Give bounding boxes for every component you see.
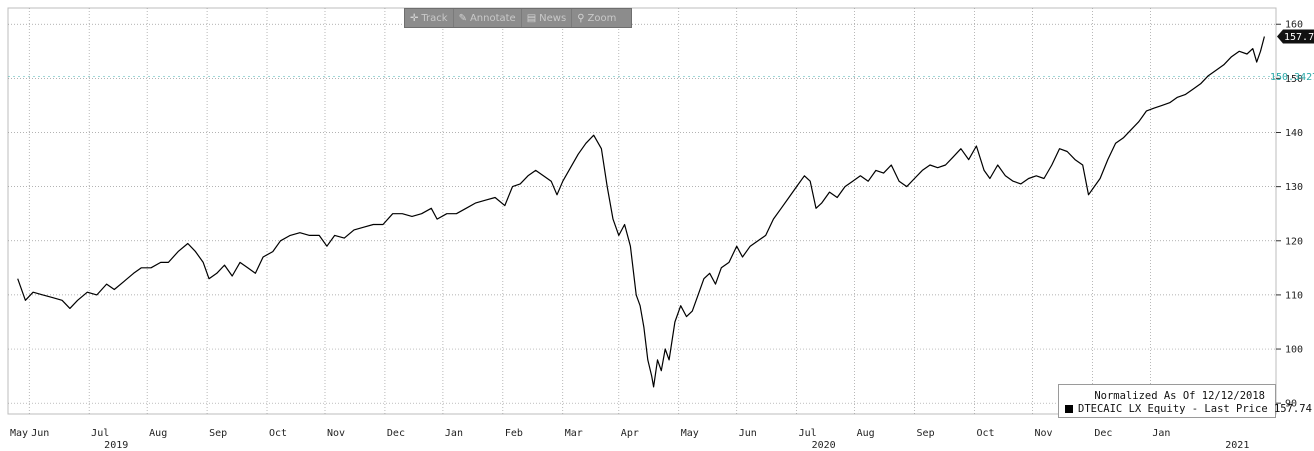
x-axis: May Jun Jul Aug Sep Oct Nov Dec Jan Feb Mar Apr May J… — [10, 428, 1249, 451]
last-price-marker — [1277, 29, 1314, 44]
crosshair-icon: ✛ — [410, 12, 419, 24]
y-tick-label: 140 — [1285, 128, 1303, 139]
value-labels: 157.74 150.3427 — [1270, 29, 1314, 83]
annotate-button[interactable]: ✎ Annotate — [454, 9, 522, 27]
x-tick-label: Mar — [565, 428, 583, 439]
x-tick-label: Aug — [149, 428, 167, 439]
reference-value-label: 150.3427 — [1270, 72, 1314, 83]
legend-swatch — [1065, 405, 1073, 413]
x-tick-label: Nov — [1034, 428, 1052, 439]
year-label: 2019 — [104, 440, 128, 451]
legend-title: Normalized As Of 12/12/2018 — [1094, 390, 1265, 402]
year-label: 2020 — [812, 440, 836, 451]
zoom-label: Zoom — [587, 12, 617, 24]
last-price-tag: 157.74 — [1277, 29, 1314, 44]
news-label: News — [539, 12, 567, 24]
y-tick-label: 90 — [1285, 399, 1297, 410]
track-label: Track — [421, 12, 448, 24]
y-tick-label: 150 — [1285, 74, 1303, 85]
y-tick-label: 100 — [1285, 345, 1303, 356]
last-price-label: 157.74 — [1284, 32, 1314, 43]
year-label: 2021 — [1225, 440, 1249, 451]
series-line — [17, 36, 1265, 388]
zoom-button[interactable]: ⚲ Zoom — [572, 9, 621, 27]
x-tick-label: Feb — [505, 428, 523, 439]
y-tick-label: 160 — [1285, 20, 1303, 31]
x-tick-label: May — [681, 428, 699, 439]
plot-frame — [7, 7, 1277, 415]
y-tick-label: 130 — [1285, 182, 1303, 193]
x-tick-label: Sep — [917, 428, 935, 439]
annotate-label: Annotate — [469, 12, 516, 24]
news-button[interactable]: ▤ News — [522, 9, 573, 27]
x-tick-label: Dec — [1094, 428, 1112, 439]
x-tick-label: Dec — [387, 428, 405, 439]
chart-toolbar: ✛ Track ✎ Annotate ▤ News ⚲ Zoom — [404, 8, 632, 28]
series-layer — [17, 36, 1265, 388]
x-tick-label: Jun — [31, 428, 49, 439]
x-tick-label: Aug — [857, 428, 875, 439]
x-tick-label: Jan — [445, 428, 463, 439]
x-tick-label: Jul — [91, 428, 109, 439]
legend-series-label: DTECAIC LX Equity - Last Price 157.74 — [1078, 403, 1312, 415]
pencil-icon: ✎ — [458, 12, 467, 24]
gridlines — [7, 7, 1277, 415]
y-tick-label: 110 — [1285, 290, 1303, 301]
chart-legend: Normalized As Of 12/12/2018 DTECAIC LX E… — [1058, 384, 1312, 418]
x-tick-label: Jul — [799, 428, 817, 439]
magnifier-icon: ⚲ — [577, 12, 585, 24]
x-tick-label: Sep — [209, 428, 227, 439]
x-tick-label: Oct — [976, 428, 994, 439]
x-tick-label: Oct — [269, 428, 287, 439]
x-tick-label: Jan — [1152, 428, 1170, 439]
y-axis: 90 100 110 120 130 140 150 160 — [1276, 20, 1303, 410]
x-tick-label: Apr — [621, 428, 639, 439]
x-tick-label: May — [10, 428, 28, 439]
x-tick-label: Jun — [739, 428, 757, 439]
track-button[interactable]: ✛ Track — [405, 9, 454, 27]
legend-entry: DTECAIC LX Equity - Last Price 157.74 — [1065, 403, 1312, 415]
y-tick-label: 120 — [1285, 236, 1303, 247]
news-icon: ▤ — [526, 12, 537, 24]
x-tick-label: Nov — [327, 428, 345, 439]
